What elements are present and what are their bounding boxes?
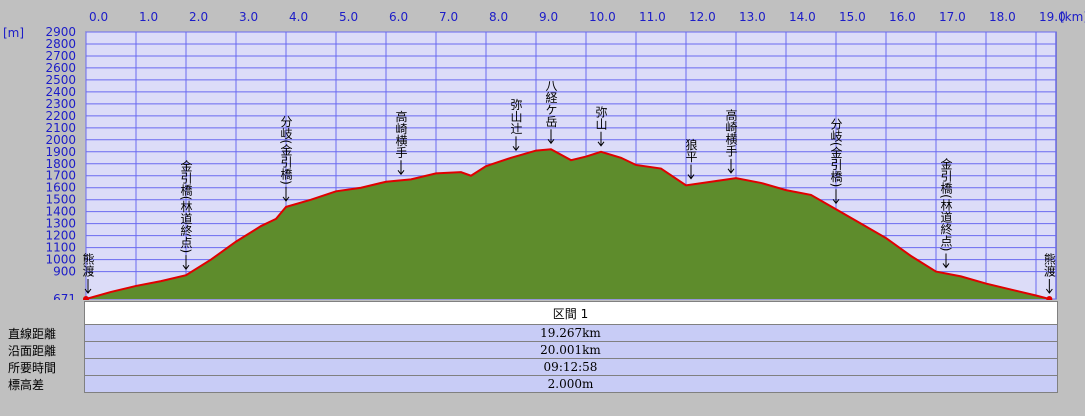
x-tick-label: 15.0 — [839, 10, 866, 24]
annotation: 熊渡 — [1042, 252, 1056, 277]
y-tick-label: 1700 — [45, 169, 76, 183]
x-tick-label: 4.0 — [289, 10, 308, 24]
annotation-arrowhead — [397, 169, 405, 176]
y-tick-label: 2800 — [45, 37, 76, 51]
row-label: 所要時間 — [8, 360, 57, 375]
x-tick-label: 0.0 — [89, 10, 108, 24]
row-label: 標高差 — [8, 377, 45, 392]
y-tick-label: 2600 — [45, 61, 76, 75]
x-tick-label: 2.0 — [189, 10, 208, 24]
y-tick-label: 2000 — [45, 133, 76, 147]
y-tick-label: 1000 — [45, 253, 76, 267]
x-tick-label: 16.0 — [889, 10, 916, 24]
x-tick-label: 9.0 — [539, 10, 558, 24]
y-tick-label: 1300 — [45, 217, 76, 231]
summary-table: 区間 1 直線距離 19.267km 沿面距離 20.001km 所要時間 09:12… — [0, 301, 1058, 393]
row-label: 沿面距離 — [8, 343, 57, 358]
annotation-arrowhead — [512, 146, 520, 152]
annotation-arrowhead — [727, 168, 735, 174]
annotation: 分岐(金引橋) — [829, 117, 843, 187]
annotation: 八経ケ岳 — [544, 79, 558, 127]
x-tick-label: 3.0 — [239, 10, 258, 24]
y-tick-label: 1100 — [45, 241, 76, 255]
annotation: 弥山 — [594, 104, 608, 129]
x-tick-label: 13.0 — [739, 10, 766, 24]
annotation-arrowhead — [182, 264, 190, 270]
y-tick-label: 671 — [53, 292, 76, 300]
y-tick-label: 1400 — [45, 205, 76, 219]
section-header: 区間 1 — [83, 301, 1058, 325]
annotation-arrowhead — [84, 288, 92, 294]
y-tick-label: 2700 — [45, 49, 76, 63]
row-value: 09:12:58 — [83, 358, 1058, 376]
x-tick-label: 8.0 — [489, 10, 508, 24]
x-tick-label: 14.0 — [789, 10, 816, 24]
x-tick-label: 1.0 — [139, 10, 158, 24]
y-tick-label: 1500 — [45, 193, 76, 207]
y-tick-label: 2400 — [45, 85, 76, 99]
x-tick-label: 11.0 — [639, 10, 666, 24]
y-tick-label: 2500 — [45, 73, 76, 87]
annotation-arrowhead — [597, 141, 605, 147]
chart: [m] 671900100011001200130014001500160017… — [3, 10, 1085, 306]
x-tick-label: 12.0 — [689, 10, 716, 24]
row-value: 2.000m — [83, 375, 1058, 393]
annotation: 金引橋(林道終点) — [939, 157, 953, 252]
row-label: 直線距離 — [8, 326, 57, 341]
row-value: 19.267km — [83, 324, 1058, 342]
y-tick-label: 2300 — [45, 97, 76, 111]
x-tick-label: 6.0 — [389, 10, 408, 24]
annotation-arrowhead — [547, 138, 555, 145]
y-tick-label: 2100 — [45, 121, 76, 135]
annotation: 分岐(金引橋) — [279, 115, 293, 185]
annotation: 狼平 — [684, 137, 698, 162]
annotation: 金引橋(林道終点) — [179, 158, 193, 253]
y-tick-label: 1200 — [45, 229, 76, 243]
x-axis-label: [km] — [1060, 10, 1085, 24]
y-tick-label: 900 — [53, 265, 76, 279]
blank — [0, 302, 84, 325]
y-tick-label: 1800 — [45, 157, 76, 171]
y-tick-label: 2200 — [45, 109, 76, 123]
y-tick-label: 1900 — [45, 145, 76, 159]
annotation-arrowhead — [687, 174, 695, 180]
x-tick-label: 19.0 — [1039, 10, 1066, 24]
annotation-arrowhead — [942, 263, 950, 269]
x-tick-label: 5.0 — [339, 10, 358, 24]
annotation: 熊渡 — [81, 252, 95, 277]
y-tick-label: 2900 — [45, 25, 76, 39]
annotation-arrowhead — [832, 198, 840, 205]
annotation-arrowhead — [282, 196, 290, 202]
x-tick-label: 10.0 — [589, 10, 616, 24]
annotation-arrowhead — [1045, 288, 1053, 294]
annotation: 高崎横手 — [724, 107, 738, 156]
annotation: 高崎横手 — [394, 109, 408, 158]
y-axis-label: [m] — [3, 26, 24, 40]
x-tick-label: 18.0 — [989, 10, 1016, 24]
profile-line — [85, 148, 1050, 300]
x-tick-label: 7.0 — [439, 10, 458, 24]
row-value: 20.001km — [83, 341, 1058, 359]
annotation: 弥山辻 — [509, 97, 523, 134]
y-tick-label: 1600 — [45, 181, 76, 195]
x-tick-label: 17.0 — [939, 10, 966, 24]
area-fill — [86, 149, 1050, 299]
